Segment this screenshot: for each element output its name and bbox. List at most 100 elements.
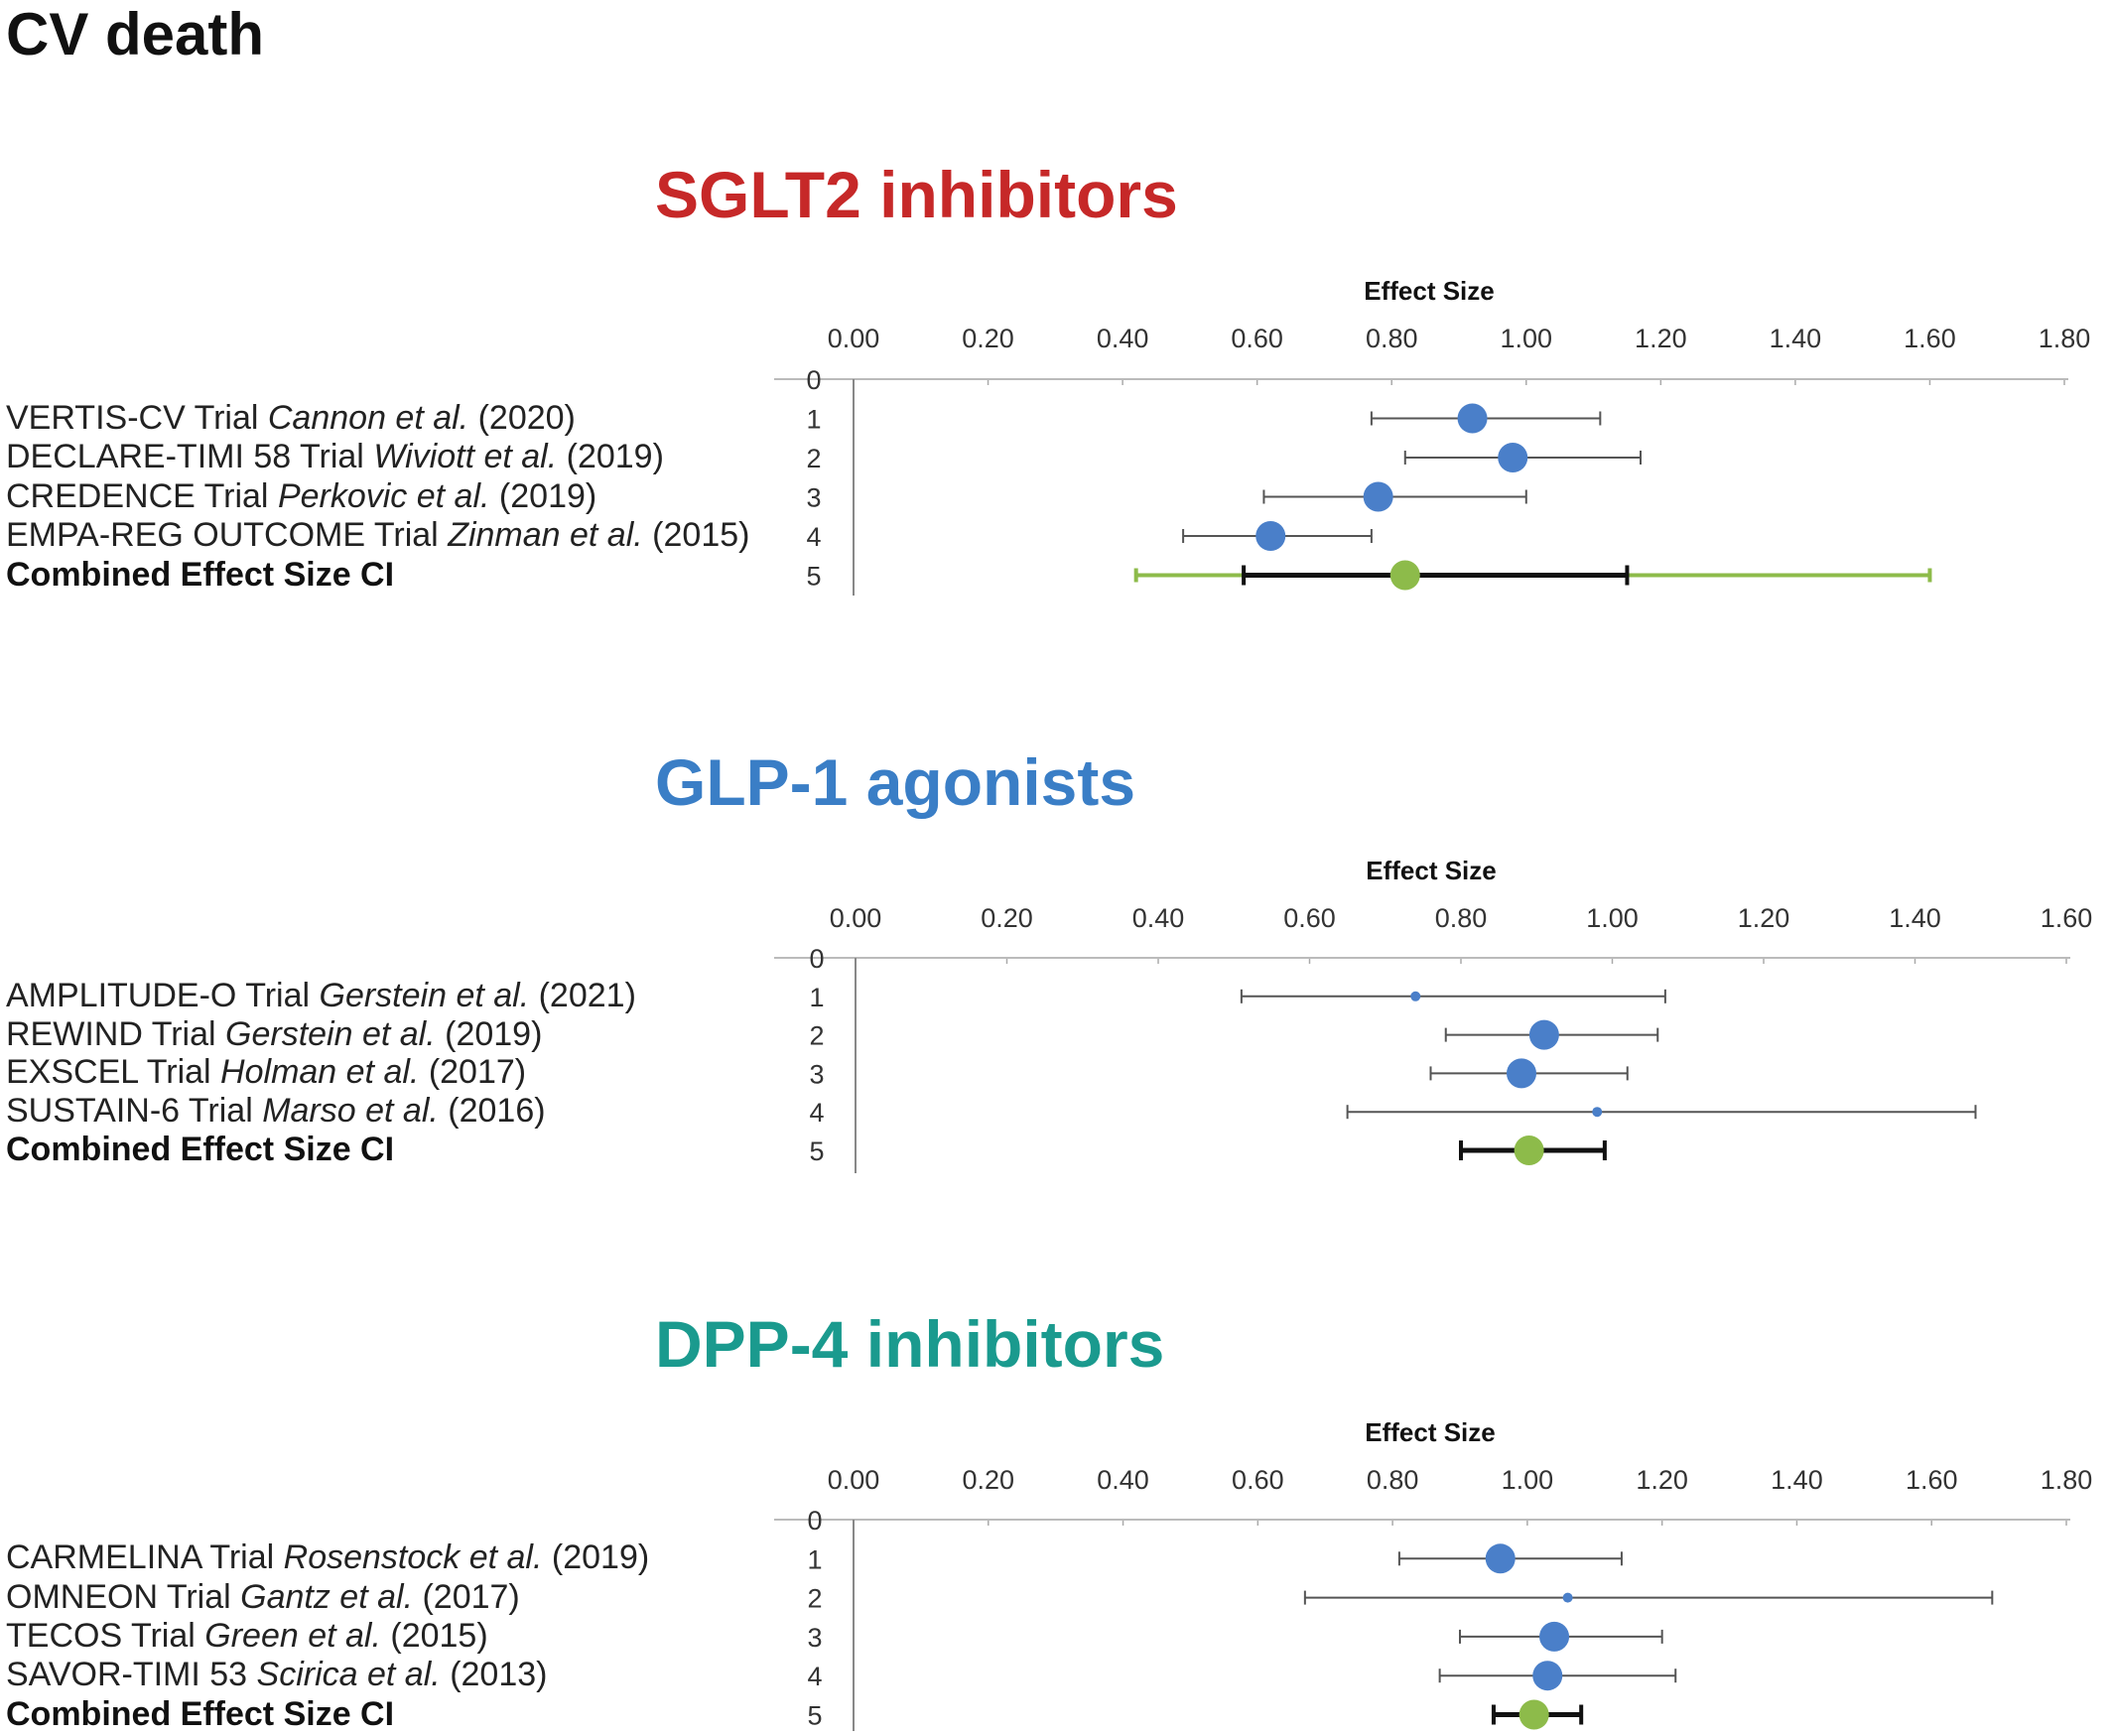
x-tick-label: 0.80 [1435,903,1488,933]
x-tick-label: 0.60 [1232,1465,1284,1495]
y-tick-label: 0 [806,365,821,395]
y-tick-label: 4 [809,1098,824,1128]
forest-panel-sglt2: SGLT2 inhibitors Effect Size 0.00 0.20 0.40… [0,0,2112,596]
x-axis-title: Effect Size [1364,276,1495,306]
x-tick-label: 1.40 [1770,324,1822,353]
y-tick-label: 5 [807,1701,822,1731]
x-tick-label: 0.80 [1366,324,1418,353]
x-tick-label: 1.20 [1636,1465,1688,1495]
x-tick-label: 0.40 [1097,1465,1149,1495]
trial-authors: Wiviott et al. [373,438,558,475]
trial-year: (2019) [445,1014,543,1053]
trial-authors: Marso et al. [262,1092,439,1131]
trial-name: DECLARE-TIMI 58 Trial [6,438,364,475]
y-tick-label: 1 [806,405,821,435]
trial-year: (2013) [450,1656,548,1694]
x-tick-label: 1.00 [1586,903,1639,933]
trial-name: REWIND Trial [6,1014,216,1053]
trial-year: (2019) [551,1538,650,1577]
y-tick-label: 1 [809,983,824,1012]
study-label: CARMELINA Trial Rosenstock et al. (2019) [6,1538,649,1577]
x-tick-label: 1.80 [2041,1465,2093,1495]
trial-authors: Scirica et al. [256,1656,441,1694]
study-label: EXSCEL Trial Holman et al. (2017) [6,1053,526,1092]
panel-title: SGLT2 inhibitors [655,158,1178,231]
study-label: REWIND Trial Gerstein et al. (2019) [6,1015,542,1054]
trial-name: OMNEON Trial [6,1577,231,1616]
y-tick-label: 3 [807,1623,822,1653]
x-tick-label: 1.00 [1502,1465,1554,1495]
point-estimate [1410,991,1421,1002]
y-tick-label: 2 [807,1584,822,1614]
y-tick-label: 4 [807,1662,822,1691]
x-tick-label: 0.60 [1231,324,1283,353]
x-tick-label: 1.20 [1635,324,1687,353]
y-tick-label: 2 [809,1021,824,1051]
x-tick-label: 0.80 [1367,1465,1419,1495]
combined-estimate-point [1514,1135,1544,1165]
x-tick-label: 1.20 [1738,903,1790,933]
trial-authors: Perkovic et al. [277,476,490,515]
x-tick-label: 1.00 [1500,324,1552,353]
study-label: DECLARE-TIMI 58 Trial Wiviott et al. (20… [6,438,664,476]
x-tick-label: 0.40 [1132,903,1185,933]
panel-title: GLP-1 agonists [655,745,1136,819]
y-tick-label: 0 [809,944,824,974]
study-label: TECOS Trial Green et al. (2015) [6,1617,488,1656]
trial-name: SAVOR-TIMI 53 [6,1656,248,1694]
forest-plot-svg: Effect Size 0.00 0.20 0.40 0.60 0.80 1.00 1.20 1… [774,856,2092,1173]
trial-authors: Gantz et al. [240,1577,414,1616]
trial-authors: Gerstein et al. [225,1014,436,1053]
x-tick-label: 0.00 [828,1465,880,1495]
y-tick-label: 5 [809,1136,824,1166]
x-tick-label: 1.40 [1889,903,1941,933]
panel-title: DPP-4 inhibitors [655,1307,1165,1381]
point-estimate [1507,1058,1536,1089]
point-estimate [1255,521,1286,551]
trial-authors: Holman et al. [220,1053,420,1092]
trial-name: TECOS Trial [6,1616,196,1655]
x-tick-label: 0.00 [828,324,880,353]
x-tick-label: 0.60 [1283,903,1336,933]
study-label: EMPA-REG OUTCOME Trial Zinman et al. (20… [6,516,749,555]
point-estimate [1528,1019,1559,1050]
trial-authors: Rosenstock et al. [283,1538,543,1577]
forest-plot-svg: Effect Size 0.00 0.20 0.40 0.60 0.80 1.00 1.20 1… [774,276,2090,596]
study-label: VERTIS-CV Trial Cannon et al. (2020) [6,399,576,438]
point-estimate [1532,1661,1563,1691]
combined-estimate-point [1518,1699,1549,1730]
trial-year: (2017) [428,1053,527,1092]
forest-panel-glp1: GLP-1 agonists Effect Size 0.00 0.20 0.40 0.… [6,745,2092,1173]
trial-year: (2019) [566,438,664,475]
point-estimate [1562,1592,1573,1603]
x-tick-label: 1.40 [1771,1465,1823,1495]
y-tick-label: 1 [807,1544,822,1574]
x-tick-label: 1.60 [1904,324,1956,353]
x-axis-title: Effect Size [1366,856,1497,885]
x-axis-title: Effect Size [1365,1417,1496,1447]
x-tick-label: 0.20 [962,1465,1014,1495]
trial-authors: Zinman et al. [448,516,643,554]
trial-year: (2015) [390,1616,488,1655]
trial-name: EXSCEL Trial [6,1053,211,1092]
point-estimate [1457,403,1488,434]
y-tick-label: 3 [806,483,821,513]
study-label: SAVOR-TIMI 53 Scirica et al. (2013) [6,1656,547,1694]
x-tick-label: 0.20 [962,324,1014,353]
point-estimate [1539,1621,1570,1652]
study-label: OMNEON Trial Gantz et al. (2017) [6,1578,520,1617]
y-tick-label: 0 [807,1506,822,1536]
trial-name: SUSTAIN-6 Trial [6,1092,253,1131]
point-estimate [1592,1107,1603,1118]
x-tick-label: 1.60 [1906,1465,1958,1495]
trial-name: Combined Effect Size CI [6,555,395,594]
study-label: SUSTAIN-6 Trial Marso et al. (2016) [6,1092,546,1131]
trial-authors: Gerstein et al. [319,976,530,1014]
trial-name: CREDENCE Trial [6,476,269,515]
x-tick-label: 0.20 [981,903,1033,933]
trial-year: (2019) [498,476,597,515]
y-tick-label: 3 [809,1059,824,1089]
trial-name: EMPA-REG OUTCOME Trial [6,516,439,554]
